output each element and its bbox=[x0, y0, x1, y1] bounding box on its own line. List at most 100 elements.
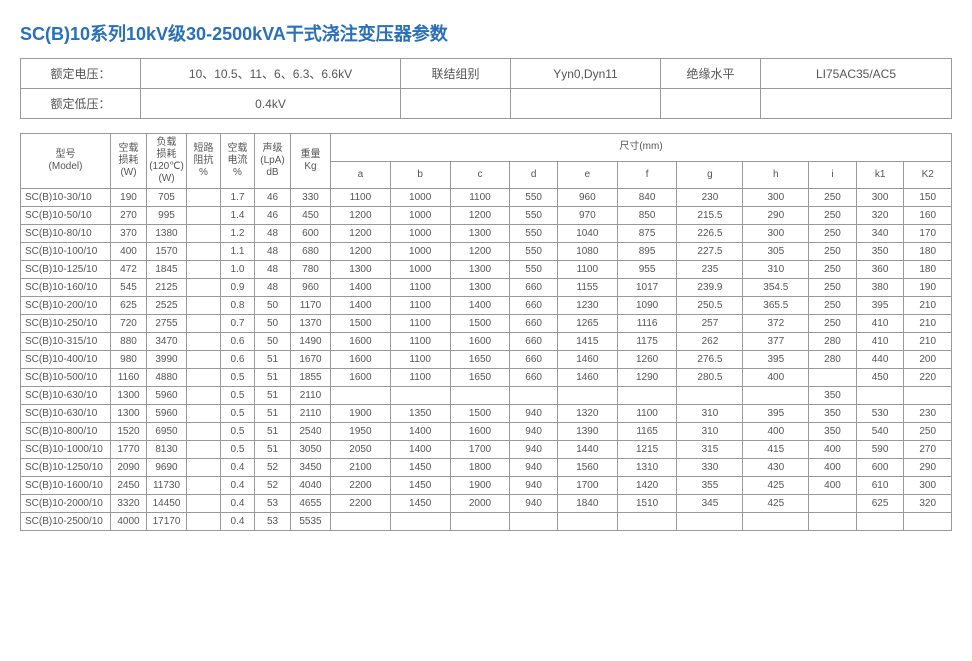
table-cell: 1300 bbox=[111, 387, 147, 405]
table-cell: 280 bbox=[809, 333, 857, 351]
table-cell: 1040 bbox=[557, 225, 617, 243]
table-cell: 300 bbox=[856, 189, 904, 207]
table-cell: 1570 bbox=[147, 243, 187, 261]
table-cell: 257 bbox=[677, 315, 743, 333]
table-cell: 1650 bbox=[450, 369, 510, 387]
table-cell: 680 bbox=[291, 243, 331, 261]
table-cell: 1450 bbox=[390, 459, 450, 477]
table-cell: 5960 bbox=[147, 405, 187, 423]
col-f: f bbox=[617, 161, 677, 189]
table-cell: 1300 bbox=[450, 279, 510, 297]
page-title: SC(B)10系列10kV级30-2500kVA干式浇注变压器参数 bbox=[20, 20, 952, 46]
table-cell: 610 bbox=[856, 477, 904, 495]
table-cell: 1400 bbox=[450, 297, 510, 315]
hdr-r2c4 bbox=[511, 89, 661, 119]
table-cell: 315 bbox=[677, 441, 743, 459]
table-cell: 1100 bbox=[390, 369, 450, 387]
table-cell: 660 bbox=[510, 369, 558, 387]
table-cell bbox=[187, 423, 221, 441]
table-cell: 350 bbox=[809, 423, 857, 441]
table-cell: 1155 bbox=[557, 279, 617, 297]
table-cell: 450 bbox=[291, 207, 331, 225]
table-cell bbox=[187, 387, 221, 405]
table-cell: 940 bbox=[510, 495, 558, 513]
table-row: SC(B)10-100/1040015701.14868012001000120… bbox=[21, 243, 952, 261]
table-cell: 590 bbox=[856, 441, 904, 459]
table-cell: 350 bbox=[809, 405, 857, 423]
col-weight: 重量Kg bbox=[291, 134, 331, 189]
table-cell bbox=[187, 315, 221, 333]
table-cell: 160 bbox=[904, 207, 952, 225]
table-cell: 1200 bbox=[331, 243, 391, 261]
table-cell: 1650 bbox=[450, 351, 510, 369]
table-cell: 310 bbox=[677, 423, 743, 441]
table-cell: 377 bbox=[743, 333, 809, 351]
table-cell: 540 bbox=[856, 423, 904, 441]
table-cell: 472 bbox=[111, 261, 147, 279]
table-cell: 1320 bbox=[557, 405, 617, 423]
table-cell: 2110 bbox=[291, 387, 331, 405]
table-cell: 48 bbox=[255, 261, 291, 279]
table-cell: 1100 bbox=[450, 189, 510, 207]
table-cell: 1390 bbox=[557, 423, 617, 441]
table-cell: 355 bbox=[677, 477, 743, 495]
table-cell: 940 bbox=[510, 477, 558, 495]
table-cell: 1100 bbox=[390, 279, 450, 297]
table-cell: 400 bbox=[743, 423, 809, 441]
table-cell bbox=[557, 387, 617, 405]
table-cell: 1165 bbox=[617, 423, 677, 441]
col-k2: K2 bbox=[904, 161, 952, 189]
table-cell: 1450 bbox=[390, 495, 450, 513]
table-cell: 1.0 bbox=[221, 261, 255, 279]
hdr-r2c3 bbox=[401, 89, 511, 119]
table-row: SC(B)10-30/101907051.7463301100100011005… bbox=[21, 189, 952, 207]
table-cell: 450 bbox=[856, 369, 904, 387]
table-cell bbox=[677, 513, 743, 531]
table-cell: 2100 bbox=[331, 459, 391, 477]
table-cell bbox=[187, 279, 221, 297]
table-cell: 14450 bbox=[147, 495, 187, 513]
table-cell bbox=[187, 513, 221, 531]
table-cell: 1490 bbox=[291, 333, 331, 351]
table-cell: 4655 bbox=[291, 495, 331, 513]
table-cell bbox=[743, 513, 809, 531]
table-cell: 1000 bbox=[390, 225, 450, 243]
table-cell bbox=[617, 387, 677, 405]
table-cell: 290 bbox=[904, 459, 952, 477]
table-cell: 415 bbox=[743, 441, 809, 459]
table-cell: 230 bbox=[904, 405, 952, 423]
table-cell: 0.4 bbox=[221, 495, 255, 513]
hdr-r2c5 bbox=[661, 89, 761, 119]
table-cell: 1450 bbox=[390, 477, 450, 495]
table-cell: 550 bbox=[510, 207, 558, 225]
table-cell: 940 bbox=[510, 441, 558, 459]
table-row: SC(B)10-400/1098039900.65116701600110016… bbox=[21, 351, 952, 369]
hdr-r2c1: 额定低压： bbox=[21, 89, 141, 119]
table-cell bbox=[450, 387, 510, 405]
table-cell: 840 bbox=[617, 189, 677, 207]
table-cell: 180 bbox=[904, 243, 952, 261]
table-cell: 850 bbox=[617, 207, 677, 225]
table-cell bbox=[390, 387, 450, 405]
table-cell: 370 bbox=[111, 225, 147, 243]
table-cell: 1400 bbox=[331, 297, 391, 315]
table-cell bbox=[904, 513, 952, 531]
table-cell: 1370 bbox=[291, 315, 331, 333]
table-row: SC(B)10-1600/102450117300.45240402200145… bbox=[21, 477, 952, 495]
table-cell: 410 bbox=[856, 333, 904, 351]
table-cell: 1300 bbox=[331, 261, 391, 279]
table-cell: 53 bbox=[255, 513, 291, 531]
table-cell: 1100 bbox=[390, 333, 450, 351]
table-cell: 1000 bbox=[390, 261, 450, 279]
table-cell: 220 bbox=[904, 369, 952, 387]
table-cell: 0.5 bbox=[221, 441, 255, 459]
table-cell: 226.5 bbox=[677, 225, 743, 243]
table-cell bbox=[187, 261, 221, 279]
table-cell: 46 bbox=[255, 207, 291, 225]
table-cell: 227.5 bbox=[677, 243, 743, 261]
col-impedance: 短路阻抗% bbox=[187, 134, 221, 189]
table-cell: 550 bbox=[510, 225, 558, 243]
table-cell: 2090 bbox=[111, 459, 147, 477]
table-cell: 960 bbox=[557, 189, 617, 207]
table-cell bbox=[187, 243, 221, 261]
